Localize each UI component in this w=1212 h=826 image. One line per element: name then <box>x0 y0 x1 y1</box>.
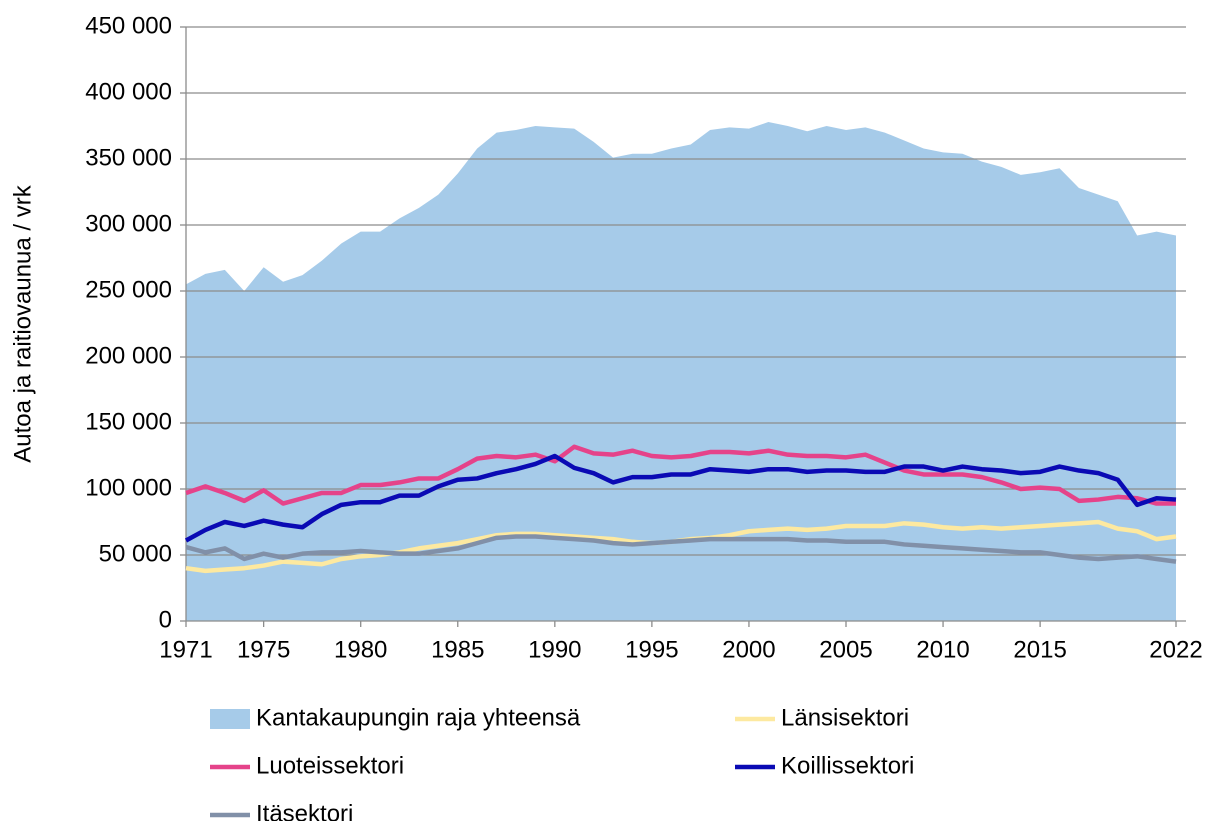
legend-label: Länsisektori <box>781 704 909 731</box>
x-tick-label: 2000 <box>722 636 775 663</box>
x-tick-label: 2022 <box>1149 636 1202 663</box>
y-tick-label: 200 000 <box>85 342 172 369</box>
legend-label: Kantakaupungin raja yhteensä <box>256 704 581 731</box>
y-axis-label: Autoa ja raitiovaunua / vrk <box>9 184 36 462</box>
x-tick-label: 2015 <box>1013 636 1066 663</box>
y-tick-label: 50 000 <box>99 540 172 567</box>
y-tick-label: 100 000 <box>85 474 172 501</box>
legend-swatch <box>210 709 250 729</box>
x-tick-label: 1985 <box>431 636 484 663</box>
x-tick-label: 2010 <box>916 636 969 663</box>
legend-label: Luoteissektori <box>256 752 404 779</box>
line <box>185 444 1176 506</box>
y-tick-label: 400 000 <box>85 78 172 105</box>
y-tick-label: 0 <box>159 606 172 633</box>
y-tick-label: 350 000 <box>85 144 172 171</box>
x-tick-label: 1971 <box>159 636 212 663</box>
y-tick-label: 450 000 <box>85 12 172 39</box>
x-tick-label: 2005 <box>819 636 872 663</box>
x-tick-label: 1980 <box>334 636 387 663</box>
area <box>186 122 1176 621</box>
x-tick-label: 1990 <box>528 636 581 663</box>
y-tick-label: 300 000 <box>85 210 172 237</box>
y-tick-label: 250 000 <box>85 276 172 303</box>
line <box>185 534 1177 564</box>
y-tick-label: 150 000 <box>85 408 172 435</box>
x-tick-label: 1995 <box>625 636 678 663</box>
line <box>184 453 1177 543</box>
x-tick-label: 1975 <box>237 636 290 663</box>
legend-label: Itäsektori <box>256 800 353 821</box>
legend-label: Koillissektori <box>781 752 914 779</box>
